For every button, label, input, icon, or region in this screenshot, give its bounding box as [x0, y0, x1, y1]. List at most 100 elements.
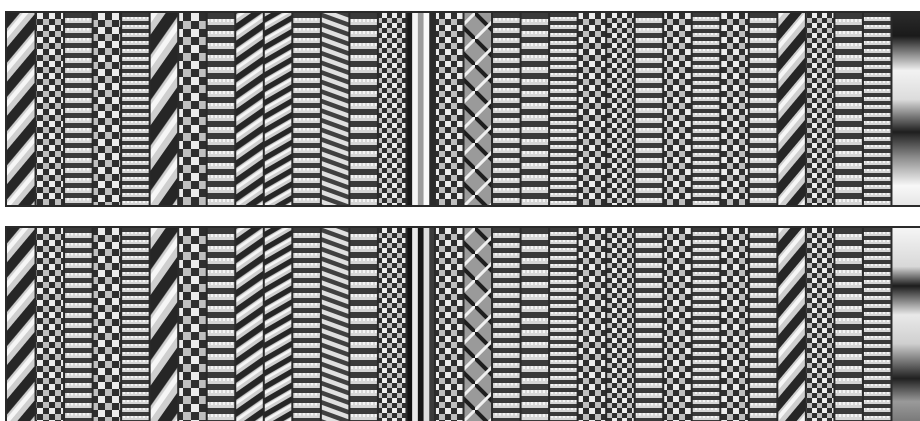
filter-tile [64, 228, 93, 421]
tile-separator [34, 13, 37, 205]
tile-separator [548, 228, 551, 421]
tile-separator [833, 228, 836, 421]
filter-tile [178, 13, 208, 205]
tile-separator [348, 13, 351, 205]
filter-tile [520, 228, 550, 421]
tile-separator [177, 13, 180, 205]
filter-tile [577, 228, 607, 421]
filter-tile [891, 228, 920, 421]
tile-separator [319, 13, 322, 205]
filter-tile [35, 228, 65, 421]
tile-separator [34, 228, 37, 421]
filter-tile [805, 13, 835, 205]
filter-tile [377, 228, 407, 421]
tile-separator [319, 228, 322, 421]
tile-separator [462, 13, 465, 205]
tile-separator [262, 13, 265, 205]
filter-tile [549, 13, 578, 205]
tile-separator [120, 228, 123, 421]
tile-separator [861, 13, 864, 205]
filter-tile [263, 228, 293, 421]
filter-tile [377, 13, 407, 205]
filter-tile [92, 13, 122, 205]
tile-separator [120, 13, 123, 205]
tile-separator [576, 13, 579, 205]
tile-separator [148, 13, 151, 205]
tile-separator [462, 228, 465, 421]
tile-separator [548, 13, 551, 205]
tile-separator [890, 228, 893, 421]
tile-separator [234, 13, 237, 205]
tile-separator [405, 13, 408, 205]
tile-separator [63, 228, 66, 421]
filter-tile [7, 228, 36, 421]
filter-tile [577, 13, 607, 205]
filter-tile [92, 228, 122, 421]
filter-tile [64, 13, 93, 205]
filter-tile [606, 228, 635, 421]
filter-tile [634, 228, 664, 421]
tile-separator [776, 228, 779, 421]
filter-tile [463, 13, 493, 205]
tile-separator [719, 228, 722, 421]
filter-tile [492, 13, 521, 205]
tile-separator [605, 228, 608, 421]
tile-separator [491, 13, 494, 205]
filter-tile [263, 13, 293, 205]
tile-separator [405, 228, 408, 421]
filter-tile [891, 13, 920, 205]
filter-tile [206, 13, 236, 205]
tile-separator [890, 13, 893, 205]
filter-tile [235, 13, 265, 205]
tile-separator [747, 228, 750, 421]
filter-tile [35, 13, 65, 205]
tile-separator [433, 13, 436, 205]
tile-separator [690, 228, 693, 421]
tile-separator [690, 13, 693, 205]
filter-tile [720, 13, 750, 205]
tile-separator [633, 13, 636, 205]
tile-separator [262, 228, 265, 421]
tile-separator [605, 13, 608, 205]
filter-tile [292, 13, 322, 205]
filter-tile [777, 13, 807, 205]
tile-separator [662, 228, 665, 421]
tile-separator [348, 228, 351, 421]
filter-tile [520, 13, 550, 205]
tile-separator [376, 13, 379, 205]
filter-tile [149, 228, 179, 421]
tile-separator [91, 13, 94, 205]
filter-panel-bottom [5, 226, 920, 421]
tile-separator [291, 13, 294, 205]
filter-tile [606, 13, 635, 205]
tile-separator [177, 228, 180, 421]
tile-separator [776, 13, 779, 205]
filter-tile [121, 228, 150, 421]
filter-tile [549, 228, 578, 421]
tile-separator [491, 228, 494, 421]
filter-tile [292, 228, 322, 421]
filter-tile [492, 228, 521, 421]
filter-tile [748, 228, 778, 421]
tile-separator [576, 228, 579, 421]
tile-separator [861, 228, 864, 421]
tile-separator [376, 228, 379, 421]
tile-separator [719, 13, 722, 205]
tile-separator [148, 228, 151, 421]
tile-separator [291, 228, 294, 421]
tile-separator [662, 13, 665, 205]
filter-tile [463, 228, 493, 421]
tile-separator [519, 228, 522, 421]
filter-tiles-bottom [7, 228, 920, 421]
tile-separator [633, 228, 636, 421]
tile-separator [433, 228, 436, 421]
tile-separator [205, 228, 208, 421]
filter-tile [862, 228, 892, 421]
filter-tile [320, 228, 350, 421]
tile-separator [833, 13, 836, 205]
filter-tile [121, 13, 150, 205]
filter-tile [178, 228, 208, 421]
filter-tiles-top [7, 13, 920, 205]
filter-tile [834, 228, 864, 421]
